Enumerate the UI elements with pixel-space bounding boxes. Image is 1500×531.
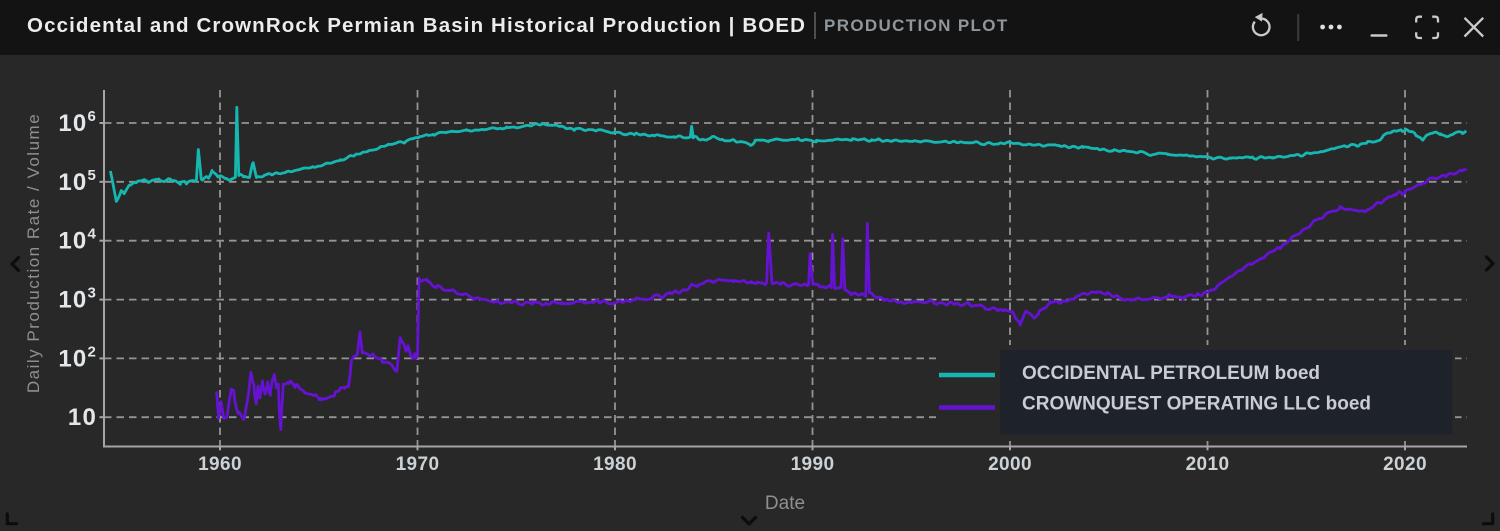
svg-text:103: 103: [58, 285, 97, 314]
svg-text:Date: Date: [765, 493, 805, 514]
svg-text:1980: 1980: [593, 454, 637, 475]
svg-text:10: 10: [68, 404, 97, 431]
svg-text:2020: 2020: [1383, 454, 1427, 475]
svg-text:2000: 2000: [988, 454, 1032, 475]
svg-text:1960: 1960: [198, 454, 242, 475]
svg-text:102: 102: [58, 343, 97, 372]
svg-text:104: 104: [58, 226, 97, 255]
svg-text:Daily Production Rate / Volume: Daily Production Rate / Volume: [24, 113, 43, 393]
svg-text:OCCIDENTAL PETROLEUM boed: OCCIDENTAL PETROLEUM boed: [1022, 363, 1320, 384]
svg-text:2010: 2010: [1186, 454, 1230, 475]
svg-text:1970: 1970: [396, 454, 440, 475]
svg-text:CROWNQUEST OPERATING LLC boed: CROWNQUEST OPERATING LLC boed: [1022, 393, 1371, 414]
svg-text:1990: 1990: [791, 454, 835, 475]
svg-text:106: 106: [58, 108, 97, 137]
svg-text:105: 105: [58, 167, 97, 196]
